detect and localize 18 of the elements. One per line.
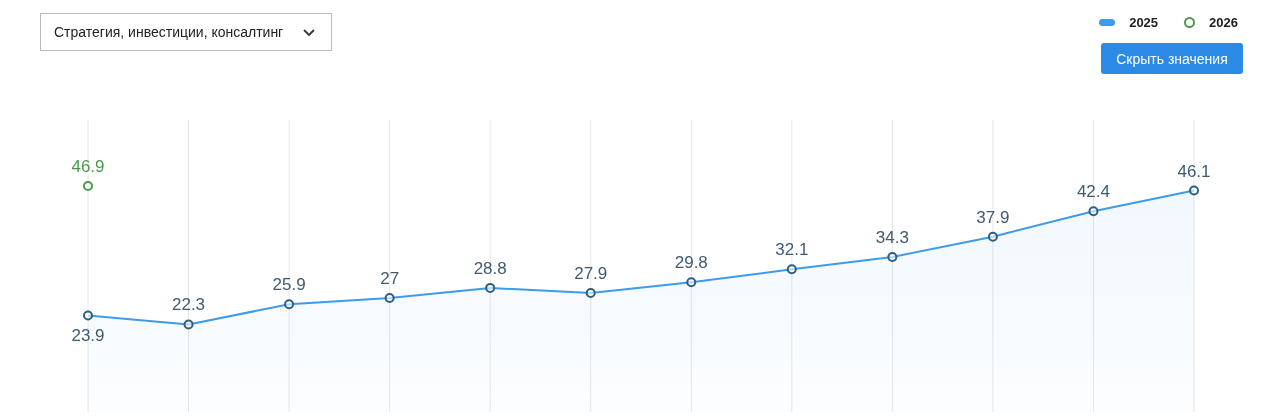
- data-label: 42.4: [1076, 182, 1110, 202]
- data-label: 34.3: [875, 227, 909, 247]
- data-label: 46.1: [1177, 161, 1211, 181]
- data-label: 27: [380, 269, 400, 289]
- dropdown: Стратегия, инвестиции, консалтинг: [40, 13, 332, 51]
- data-label: 25.9: [272, 275, 306, 295]
- data-label: 27.9: [574, 263, 608, 283]
- legend-label: 2025: [1129, 15, 1159, 30]
- legend-label: 2026: [1209, 15, 1238, 30]
- button: Скрыть значения: [1101, 43, 1243, 74]
- data-label: 46.9: [71, 157, 105, 176]
- point: [83, 181, 93, 191]
- data-label: 23.9: [71, 326, 105, 346]
- data-label: 37.9: [976, 207, 1010, 227]
- data-label: 22.3: [172, 295, 206, 315]
- data-label: 29.8: [674, 253, 708, 273]
- data-label: 32.1: [775, 240, 809, 260]
- data-label: 28.8: [473, 258, 507, 278]
